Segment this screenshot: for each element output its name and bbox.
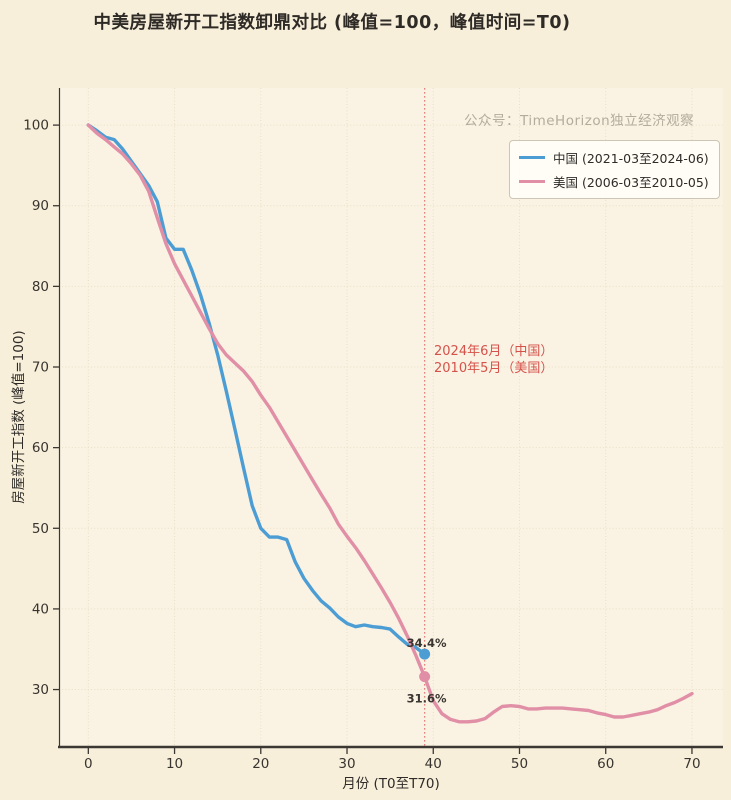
us-line-swatch — [519, 180, 545, 183]
legend-item-china: 中国 (2021-03至2024-06) — [519, 148, 709, 167]
watermark-text: 公众号：TimeHorizon独立经济观察 — [464, 113, 695, 129]
china-line-swatch — [519, 156, 545, 159]
x-tick-label: 30 — [338, 756, 355, 772]
legend-label-us: 美国 (2006-03至2010-05) — [553, 175, 709, 190]
legend-label-china: 中国 (2021-03至2024-06) — [553, 151, 709, 166]
peak-date-annotation: 2024年6月（中国） 2010年5月（美国） — [434, 343, 553, 377]
peak-date-us: 2010年5月（美国） — [434, 361, 554, 376]
y-axis-label: 房屋新开工指数 (峰值=100) — [11, 330, 27, 504]
y-tick-label: 80 — [32, 279, 49, 295]
china-end-marker — [419, 648, 431, 660]
x-tick-label: 50 — [511, 756, 528, 772]
y-tick-label: 40 — [32, 601, 49, 617]
china-end-value-label: 34.4% — [407, 636, 447, 650]
y-tick-label: 70 — [32, 360, 49, 376]
y-tick-label: 60 — [32, 440, 49, 456]
x-tick-label: 10 — [166, 756, 183, 772]
chart-title: 中美房屋新开工指数卸鼎对比 (峰值=100，峰值时间=T0) — [93, 13, 571, 33]
us-series-line — [86, 123, 694, 724]
x-tick-label: 70 — [683, 756, 700, 772]
x-tick-label: 20 — [252, 756, 269, 772]
y-tick-label: 30 — [32, 682, 49, 698]
peak-date-china: 2024年6月（中国） — [434, 344, 554, 359]
x-tick-label: 60 — [597, 756, 614, 772]
us-end-value-label: 31.6% — [407, 692, 447, 706]
x-tick-label: 0 — [84, 756, 93, 772]
legend-item-us: 美国 (2006-03至2010-05) — [519, 172, 709, 191]
y-tick-label: 90 — [32, 198, 49, 214]
x-tick-label: 40 — [425, 756, 442, 772]
y-tick-label: 50 — [32, 521, 49, 537]
y-tick-label: 100 — [23, 118, 49, 134]
us-end-marker — [419, 671, 431, 683]
x-axis-label: 月份 (T0至T70) — [342, 776, 440, 792]
legend-box: 中国 (2021-03至2024-06) 美国 (2006-03至2010-05… — [509, 140, 720, 199]
